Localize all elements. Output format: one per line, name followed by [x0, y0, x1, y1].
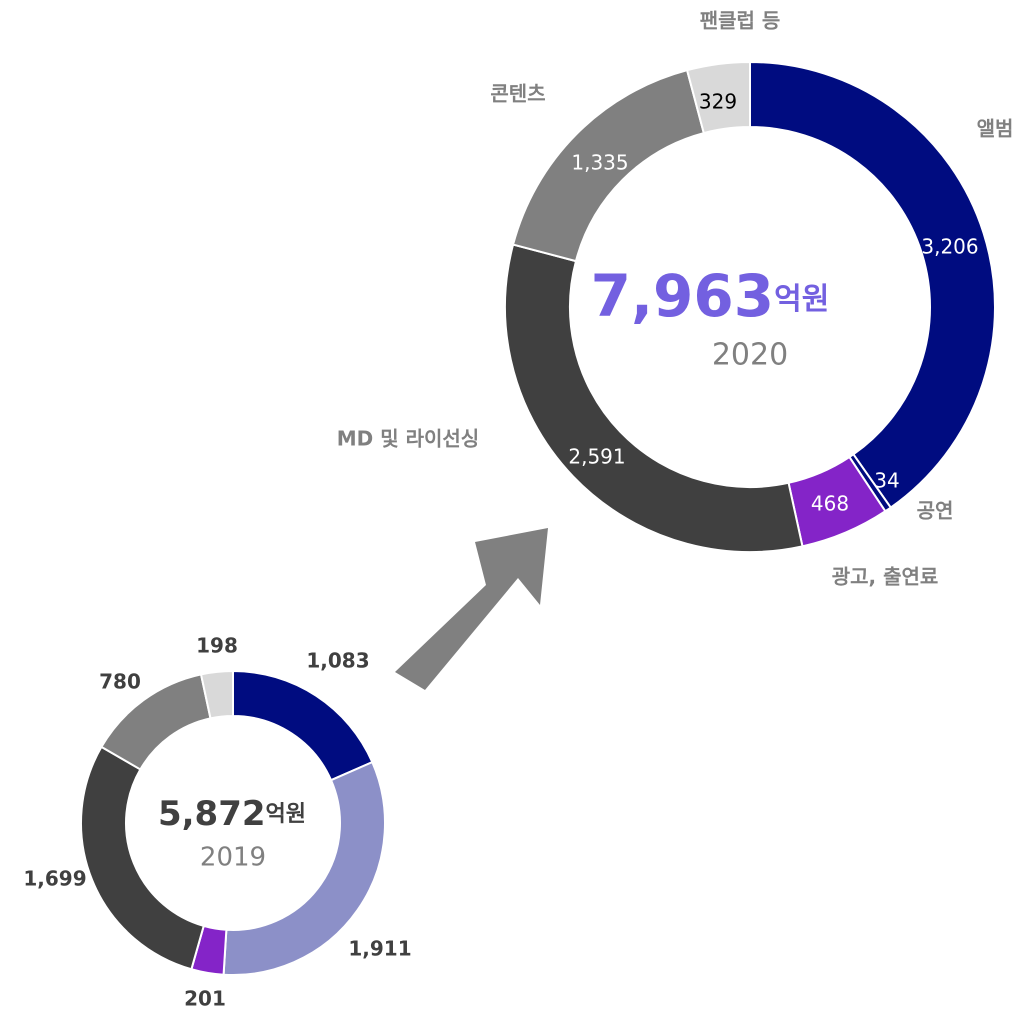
value-label: 34 — [874, 469, 899, 493]
value-label: 329 — [699, 90, 737, 114]
value-label: 3,206 — [921, 235, 978, 259]
center-total: 5,872억원 — [158, 794, 306, 834]
category-label: 팬클럽 등 — [700, 9, 781, 33]
category-label: 광고, 출연료 — [832, 565, 939, 589]
donut-segment — [504, 243, 804, 553]
donut-segment — [749, 60, 996, 509]
center-total: 7,963억원 — [591, 262, 830, 330]
donut-segment — [232, 669, 374, 782]
value-label: 2,591 — [568, 445, 625, 469]
donut-segment — [685, 60, 751, 135]
category-label: 앨범 — [977, 117, 1014, 141]
value-label: 1,699 — [23, 867, 86, 891]
value-label: 198 — [196, 634, 238, 658]
category-label: MD 및 라이선싱 — [337, 427, 479, 451]
center-value: 5,872 — [158, 794, 266, 834]
donut-segment — [222, 760, 386, 976]
value-label: 468 — [811, 492, 849, 516]
center-value: 7,963 — [591, 262, 774, 330]
donut-segment — [80, 745, 205, 971]
value-label: 201 — [184, 987, 226, 1011]
year-label: 2020 — [712, 338, 788, 373]
value-label: 1,911 — [348, 937, 411, 961]
center-unit: 억원 — [266, 802, 306, 827]
center-unit: 억원 — [774, 282, 829, 317]
value-label: 1,083 — [306, 649, 369, 673]
donut-segment — [199, 669, 234, 720]
category-label: 콘텐츠 — [490, 82, 545, 106]
value-label: 780 — [99, 670, 141, 694]
year-label: 2019 — [200, 843, 266, 873]
growth-arrow — [395, 528, 548, 690]
category-label: 공연 — [917, 499, 954, 523]
value-label: 1,335 — [571, 151, 628, 175]
